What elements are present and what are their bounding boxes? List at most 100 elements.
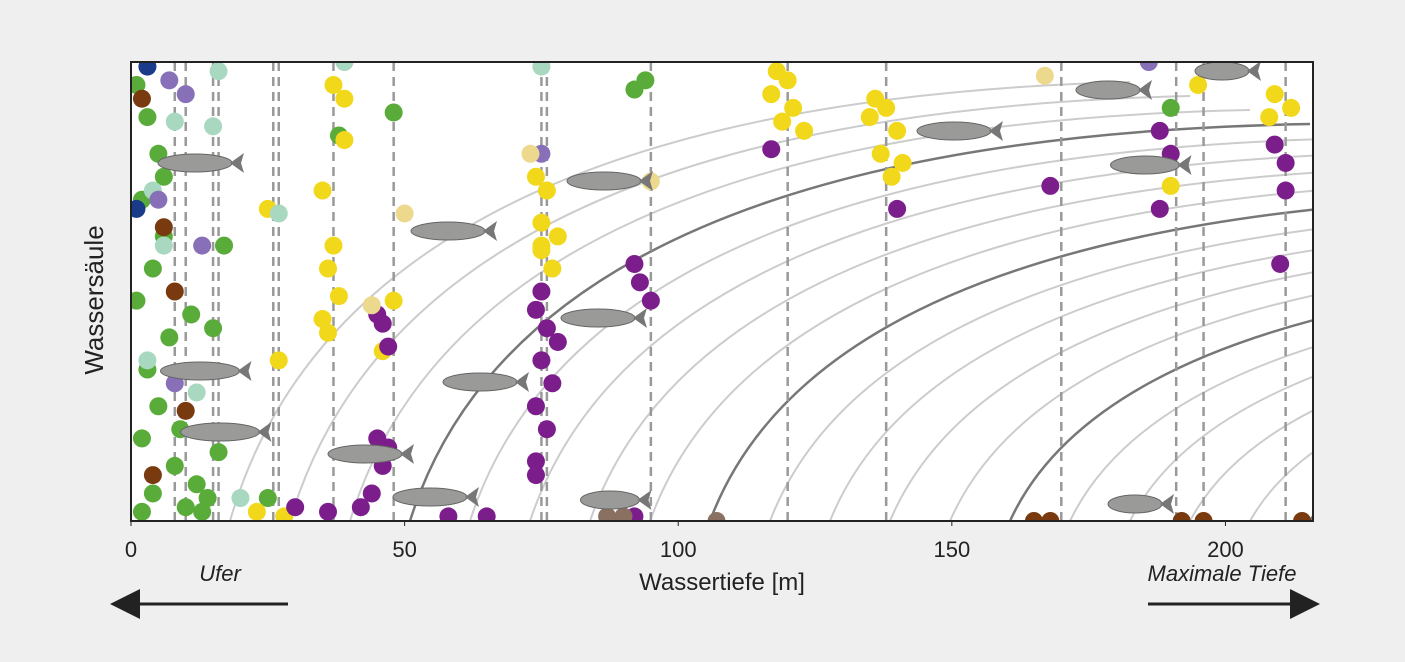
plot-area xyxy=(131,62,1313,521)
x-tick-label: 150 xyxy=(933,537,970,562)
point xyxy=(532,58,550,76)
point xyxy=(877,99,895,117)
point xyxy=(1266,136,1284,154)
point xyxy=(204,117,222,135)
point xyxy=(773,113,791,131)
point xyxy=(439,507,457,525)
point xyxy=(319,260,337,278)
point xyxy=(270,351,288,369)
annotation-shore: Ufer xyxy=(199,561,242,586)
point xyxy=(133,503,151,521)
fish xyxy=(393,488,467,506)
curve xyxy=(1310,333,1405,521)
point xyxy=(193,503,211,521)
point xyxy=(210,443,228,461)
point xyxy=(138,351,156,369)
fish xyxy=(161,362,240,380)
point xyxy=(543,260,561,278)
fish xyxy=(443,373,517,391)
point xyxy=(177,85,195,103)
point xyxy=(330,287,348,305)
point xyxy=(286,498,304,516)
point xyxy=(182,305,200,323)
fish xyxy=(181,423,260,441)
point xyxy=(270,204,288,222)
point xyxy=(521,145,539,163)
fish xyxy=(561,309,635,327)
point xyxy=(549,333,567,351)
point xyxy=(527,301,545,319)
point xyxy=(1041,177,1059,195)
chart: 050100150200 Wassertiefe [m] Wassersäule… xyxy=(0,0,1405,657)
fish xyxy=(1195,62,1249,80)
point xyxy=(872,145,890,163)
point xyxy=(155,218,173,236)
point xyxy=(133,429,151,447)
x-tick-label: 200 xyxy=(1207,537,1244,562)
point xyxy=(166,283,184,301)
point xyxy=(166,113,184,131)
fish xyxy=(567,172,641,190)
point xyxy=(319,324,337,342)
point xyxy=(215,237,233,255)
fish xyxy=(581,491,640,509)
point xyxy=(888,122,906,140)
point xyxy=(385,292,403,310)
point xyxy=(149,397,167,415)
point xyxy=(642,292,660,310)
point xyxy=(396,204,414,222)
point xyxy=(363,296,381,314)
point xyxy=(231,489,249,507)
point xyxy=(204,319,222,337)
point xyxy=(549,227,567,245)
point xyxy=(144,484,162,502)
fish xyxy=(1111,156,1180,174)
fish xyxy=(1076,81,1140,99)
x-tick-label: 100 xyxy=(660,537,697,562)
point xyxy=(166,457,184,475)
point xyxy=(538,182,556,200)
x-axis-label: Wassertiefe [m] xyxy=(639,569,805,596)
point xyxy=(1151,200,1169,218)
point xyxy=(363,484,381,502)
fish xyxy=(411,222,485,240)
point xyxy=(779,71,797,89)
point xyxy=(1277,154,1295,172)
point xyxy=(762,85,780,103)
point xyxy=(335,90,353,108)
point xyxy=(538,420,556,438)
y-axis-label: Wassersäule xyxy=(79,225,109,374)
point xyxy=(615,507,633,525)
point xyxy=(144,466,162,484)
annotation-max-depth: Maximale Tiefe xyxy=(1148,561,1297,586)
point xyxy=(532,283,550,301)
point xyxy=(188,383,206,401)
point xyxy=(1162,177,1180,195)
point xyxy=(883,168,901,186)
point xyxy=(160,71,178,89)
point xyxy=(1036,67,1054,85)
point xyxy=(527,397,545,415)
point xyxy=(177,498,195,516)
fish xyxy=(917,122,991,140)
point xyxy=(478,507,496,525)
fish xyxy=(328,445,402,463)
point xyxy=(598,507,616,525)
point xyxy=(1282,99,1300,117)
point xyxy=(177,402,195,420)
point xyxy=(861,108,879,126)
point xyxy=(319,503,337,521)
point xyxy=(795,122,813,140)
point xyxy=(1162,99,1180,117)
point xyxy=(625,255,643,273)
point xyxy=(1266,85,1284,103)
point xyxy=(631,273,649,291)
point xyxy=(1277,182,1295,200)
point xyxy=(385,103,403,121)
point xyxy=(210,62,228,80)
point xyxy=(138,58,156,76)
point xyxy=(1260,108,1278,126)
point xyxy=(762,140,780,158)
point xyxy=(374,315,392,333)
